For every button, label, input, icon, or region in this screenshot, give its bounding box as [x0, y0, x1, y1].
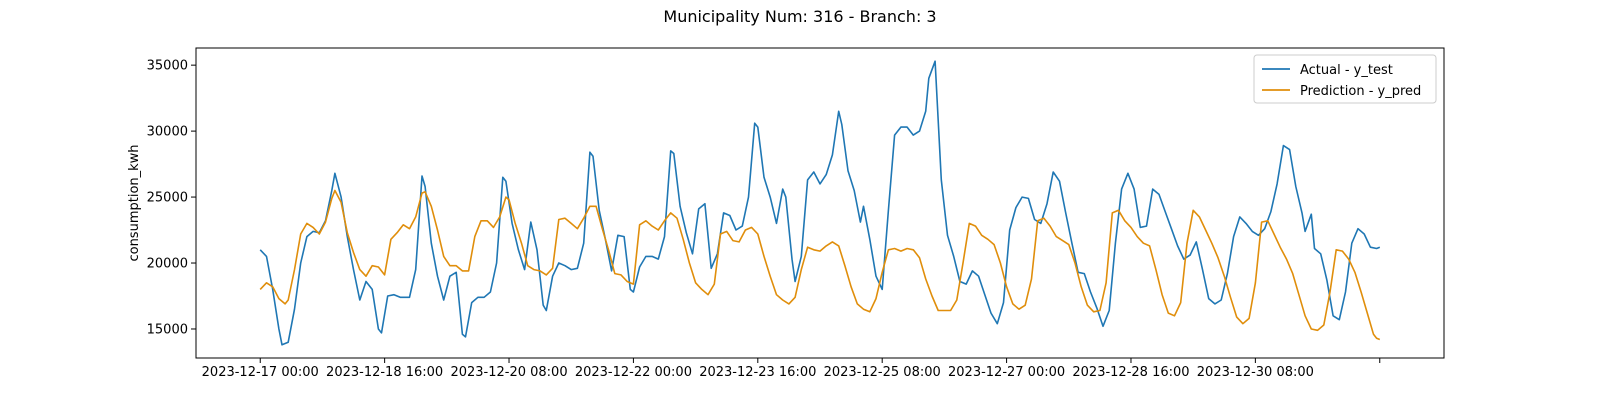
plot-frame — [195, 47, 1445, 359]
x-tick-label: 2023-12-27 00:00 — [948, 365, 1065, 380]
legend-box — [1253, 54, 1437, 104]
x-tick-label: 2023-12-20 08:00 — [450, 365, 567, 380]
x-tick-label: 2023-12-22 00:00 — [575, 365, 692, 380]
x-tick-label: 2023-12-17 00:00 — [202, 365, 319, 380]
x-axis: 2023-12-17 00:00 2023-12-18 16:00 2023-12-… — [202, 358, 1381, 380]
x-tick-label: 2023-12-23 16:00 — [699, 365, 816, 380]
x-tick-label: 2023-12-30 08:00 — [1197, 365, 1314, 380]
plot-area — [195, 47, 1445, 359]
chart-title: Municipality Num: 316 - Branch: 3 — [663, 7, 936, 26]
y-tick-label: 20000 — [147, 257, 188, 272]
y-axis: 15000 20000 25000 30000 35000 — [147, 59, 196, 337]
y-tick-label: 25000 — [147, 191, 188, 206]
x-tick-label: 2023-12-18 16:00 — [326, 365, 443, 380]
series-group — [259, 60, 1381, 346]
y-tick-label: 35000 — [147, 59, 188, 74]
legend-label: Prediction - y_pred — [1300, 84, 1421, 99]
y-axis-label: consumption_kwh — [127, 144, 142, 261]
series-line-prediction — [259, 189, 1381, 341]
x-tick-label: 2023-12-25 08:00 — [824, 365, 941, 380]
x-tick-label: 2023-12-28 16:00 — [1072, 365, 1189, 380]
y-tick-label: 30000 — [147, 125, 188, 140]
series-line-actual — [259, 60, 1381, 346]
legend: Actual - y_test Prediction - y_pred — [1253, 54, 1437, 104]
legend-label: Actual - y_test — [1300, 63, 1393, 78]
y-tick-label: 15000 — [147, 322, 188, 337]
